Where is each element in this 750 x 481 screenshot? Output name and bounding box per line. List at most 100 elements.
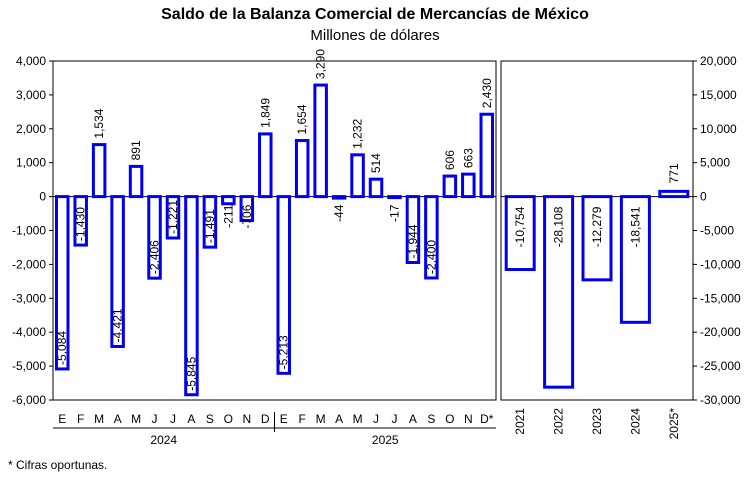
x-tick-label: J [373, 412, 379, 426]
data-label-annual: -18,541 [628, 206, 642, 247]
y2-tick-label: 15,000 [700, 88, 737, 102]
data-label: -2,406 [148, 240, 162, 274]
x-tick-label: O [445, 412, 454, 426]
x-tick-label: E [58, 412, 66, 426]
bar-month [258, 132, 273, 199]
y-tick-label: 2,000 [16, 122, 46, 136]
y-tick-label: 4,000 [16, 54, 46, 68]
data-label: 891 [129, 140, 143, 160]
x-tick-label: D* [480, 412, 494, 426]
data-label: -1,221 [166, 200, 180, 234]
x-tick-label: S [427, 412, 435, 426]
y2-tick-label: -30,000 [700, 393, 741, 407]
data-label: 3,290 [314, 49, 328, 79]
y-tick-label: -1,000 [12, 224, 46, 238]
bar-month [221, 195, 236, 206]
data-label: -706 [240, 204, 254, 228]
data-label: 1,232 [351, 118, 365, 148]
footnote: * Cifras oportunas. [8, 458, 108, 472]
bar-month [479, 112, 495, 199]
chart-title: Saldo de la Balanza Comercial de Mercanc… [161, 6, 589, 23]
y2-tick-label: 20,000 [700, 54, 737, 68]
x-tick-label: F [299, 412, 306, 426]
y2-tick-label: -15,000 [700, 291, 741, 305]
bar-year [504, 195, 536, 272]
data-label: 1,534 [92, 108, 106, 138]
bar-year [619, 195, 651, 324]
data-label: -5,084 [55, 331, 69, 365]
data-label: -17 [387, 204, 401, 222]
x-tick-label: A [409, 412, 417, 426]
x-tick-label: J [170, 412, 176, 426]
x-tick-label: N [464, 412, 473, 426]
x2-tick-label: 2021 [513, 408, 527, 435]
data-label: 1,849 [258, 98, 272, 128]
y-tick-label: 3,000 [16, 88, 46, 102]
x-tick-label: J [391, 412, 397, 426]
bar-month [73, 195, 88, 247]
x-tick-label: D [261, 412, 270, 426]
x2-tick-label: 2024 [628, 408, 642, 435]
bar-month [294, 139, 310, 199]
x-tick-label: A [335, 412, 343, 426]
x-tick-label: A [114, 412, 122, 426]
x-tick-label: N [242, 412, 251, 426]
y2-tick-label: 0 [700, 190, 707, 204]
group-label: 2025 [372, 433, 399, 447]
y-tick-label: -3,000 [12, 291, 46, 305]
y2-tick-label: 5,000 [700, 156, 730, 170]
data-label: 514 [369, 153, 383, 173]
y-tick-label: -6,000 [12, 393, 46, 407]
data-label: -5,213 [277, 335, 291, 369]
y-tick-label: -2,000 [12, 257, 46, 271]
data-label: -1,944 [406, 224, 420, 258]
data-label: -44 [332, 204, 346, 222]
x-tick-label: M [131, 412, 141, 426]
bar-month [405, 195, 421, 265]
y2-tick-label: -10,000 [700, 257, 741, 271]
y2-tick-label: -25,000 [700, 359, 741, 373]
data-label-annual: -10,754 [513, 206, 527, 247]
data-label: 606 [443, 150, 457, 170]
bar-year [543, 195, 575, 389]
data-label: -1,491 [203, 209, 217, 243]
x-tick-label: M [353, 412, 363, 426]
x2-tick-label: 2023 [590, 408, 604, 435]
data-label-annual: 771 [667, 163, 681, 183]
bar-month [184, 195, 199, 397]
bar-month [368, 177, 384, 199]
y-tick-label: 1,000 [16, 156, 46, 170]
bar-month [350, 153, 365, 199]
x-tick-label: E [280, 412, 288, 426]
bar-month [239, 195, 255, 223]
data-label: 1,654 [295, 104, 309, 134]
y2-tick-label: 10,000 [700, 122, 737, 136]
x-tick-label: M [316, 412, 326, 426]
bar-month [387, 195, 402, 200]
x2-tick-label: 2022 [552, 408, 566, 435]
data-label: -211 [221, 204, 235, 227]
bar-month [331, 195, 347, 200]
chart-subtitle: Millones de dólares [310, 27, 440, 44]
x2-tick-label: 2025* [667, 408, 681, 440]
bar-month [276, 195, 291, 375]
bar-month [110, 195, 125, 348]
bar-month [442, 174, 458, 199]
group-label: 2024 [150, 433, 177, 447]
y2-tick-label: -20,000 [700, 325, 741, 339]
data-label-annual: -28,108 [552, 206, 566, 247]
x-tick-label: O [224, 412, 233, 426]
x-tick-label: A [187, 412, 195, 426]
data-label: -4,421 [111, 308, 125, 342]
x-tick-label: M [94, 412, 104, 426]
y-tick-label: 0 [39, 190, 46, 204]
y-tick-label: -4,000 [12, 325, 46, 339]
bar-month [54, 195, 70, 371]
bar-year [581, 195, 613, 282]
bar-month [128, 164, 144, 199]
y-tick-label: -5,000 [12, 359, 46, 373]
x-tick-label: F [77, 412, 84, 426]
bar-month [313, 83, 328, 199]
